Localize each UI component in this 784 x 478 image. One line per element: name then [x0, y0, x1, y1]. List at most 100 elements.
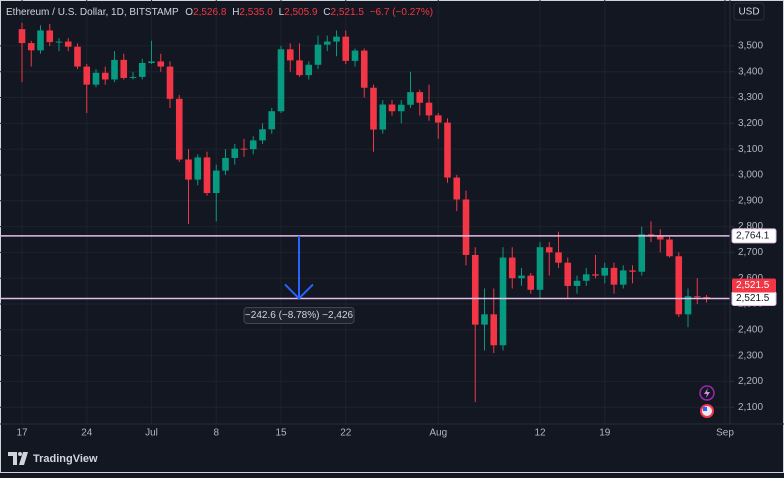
candle-body: [342, 36, 350, 61]
candle-body: [407, 92, 414, 105]
x-tick-label: Sep: [716, 428, 734, 439]
candle-body: [629, 270, 636, 272]
candle-body: [138, 62, 146, 77]
candle-body: [268, 111, 276, 130]
candle-body: [619, 270, 627, 285]
ohlc-key: C: [323, 7, 330, 18]
y-tick-label: 2,900: [738, 195, 763, 206]
ohlc-value: 2,526.8: [193, 7, 227, 18]
symbol: Ethereum / U.S. Dollar, 1D, BITSTAMP: [6, 7, 179, 18]
x-tick-label: 17: [16, 428, 28, 439]
candle-body: [416, 92, 424, 103]
candle-body: [462, 199, 470, 255]
y-tick-label: 3,200: [738, 118, 763, 129]
y-tick-label: 3,500: [738, 41, 763, 52]
candle-body: [573, 280, 581, 286]
currency-box[interactable]: [733, 2, 765, 21]
alert-icon[interactable]: [699, 385, 715, 401]
candle-body: [148, 61, 155, 63]
candle-body: [518, 275, 525, 279]
candle-body: [370, 87, 377, 130]
candle-body: [388, 104, 396, 112]
y-tick-label: 2,600: [738, 273, 763, 284]
x-tick-label: 22: [340, 428, 352, 439]
candle-body: [222, 157, 229, 171]
y-tick-label: 3,100: [738, 144, 763, 155]
brand-name[interactable]: TradingView: [33, 453, 98, 465]
candle-body: [231, 148, 239, 158]
candle-body: [240, 148, 248, 150]
candle-body: [323, 41, 331, 45]
measure-arrow-head: [284, 283, 314, 300]
header: Ethereum / U.S. Dollar, 1D, BITSTAMP O2,…: [6, 7, 433, 18]
candle-body: [92, 72, 100, 85]
candle-body: [305, 64, 313, 76]
candle-body: [360, 50, 368, 88]
ohlc-key: H: [232, 7, 239, 18]
candle-body: [693, 296, 701, 298]
axes: 2,1002,2002,3002,4002,5002,6002,7002,800…: [16, 41, 777, 439]
candle-body: [453, 177, 461, 200]
candle-body: [675, 256, 683, 315]
candle-body: [277, 49, 285, 112]
candle-body: [684, 296, 692, 315]
y-tick-label: 2,700: [738, 247, 763, 258]
candle-body: [120, 59, 128, 78]
candle-body: [471, 254, 479, 325]
price-label-box: [731, 228, 777, 244]
candle-body: [379, 104, 387, 130]
candle-body: [601, 267, 609, 276]
last-price-label: 2,521.5: [736, 280, 770, 291]
currency-label[interactable]: USD: [738, 7, 759, 18]
candle-body: [111, 59, 118, 80]
candle-body: [499, 257, 507, 346]
measure-label-box: [243, 306, 355, 324]
candle-body: [37, 30, 44, 51]
candle-body: [83, 66, 91, 85]
y-tick-label: 2,400: [738, 324, 763, 335]
x-tick-label: Aug: [429, 428, 447, 439]
y-tick-label: 3,000: [738, 170, 763, 181]
candle-body: [175, 98, 183, 160]
ohlc-key: O: [185, 7, 193, 18]
candle-body: [333, 36, 340, 42]
candle-body: [351, 50, 359, 61]
candle-body: [610, 267, 618, 285]
y-tick-label: 2,300: [738, 350, 763, 361]
candle-body: [129, 76, 137, 78]
candle-body: [18, 29, 26, 44]
candle-body: [397, 104, 405, 112]
candle-body: [564, 262, 572, 286]
candle-body: [212, 170, 220, 194]
candle-body: [425, 102, 433, 116]
candle-body: [545, 247, 553, 253]
candle-body: [666, 239, 673, 257]
y-tick-label: 2,800: [738, 221, 763, 232]
x-tick-label: 12: [534, 428, 546, 439]
flag-icon[interactable]: [700, 404, 714, 418]
candle-body: [55, 41, 63, 43]
y-tick-label: 3,400: [738, 66, 763, 77]
candle-body: [481, 314, 488, 325]
measure-label: −242.6 (−8.78%) −2,426: [245, 310, 354, 321]
change: −6.7 (−0.27%): [370, 7, 433, 18]
candle-body: [64, 41, 72, 47]
candle-body: [434, 115, 442, 123]
candle-body: [527, 275, 535, 290]
candle-body: [185, 159, 192, 180]
x-tick-label: 8: [213, 428, 219, 439]
brand-logo[interactable]: [8, 452, 28, 465]
candle-body: [592, 274, 599, 276]
candle-body: [46, 30, 54, 43]
x-tick-label: 24: [81, 428, 93, 439]
candle-body: [101, 72, 109, 80]
ohlc-value: 2,521.5: [331, 7, 365, 18]
candle-body: [157, 61, 165, 67]
candle-body: [314, 44, 322, 65]
price-label: 2,521.5: [736, 293, 770, 304]
candle-body: [74, 46, 81, 67]
candle-body: [490, 314, 498, 346]
candle-body: [536, 247, 544, 290]
